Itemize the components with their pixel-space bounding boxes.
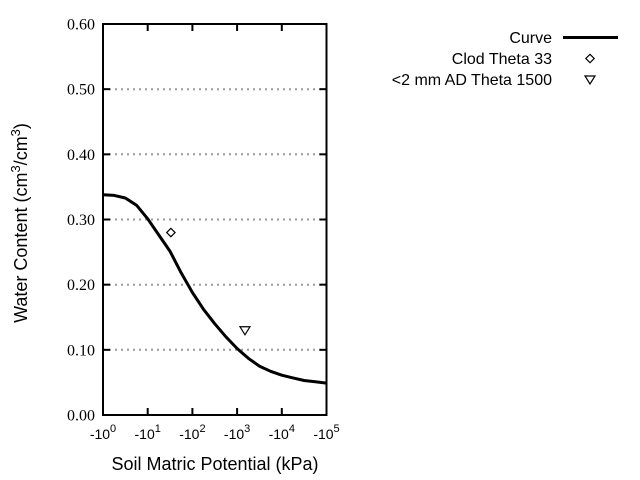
legend-label: Curve — [509, 30, 552, 47]
y-tick-label: 0.30 — [67, 212, 95, 229]
y-axis-title: Water Content (cm3/cm3) — [8, 123, 31, 323]
curve-line — [102, 193, 327, 385]
x-tick-label: -100 — [90, 423, 116, 442]
y-tick-label: 0.60 — [67, 17, 95, 34]
x-axis-title: Soil Matric Potential (kPa) — [111, 454, 318, 474]
x-tick-label: -102 — [179, 423, 205, 442]
x-tick-label: -104 — [269, 423, 295, 442]
y-tick-label: 0.40 — [67, 147, 95, 164]
y-tick-label: 0.00 — [67, 408, 95, 425]
legend-label: <2 mm AD Theta 1500 — [392, 72, 552, 89]
x-tick-label: -103 — [224, 423, 250, 442]
clod-theta33-diamond-marker — [165, 227, 176, 238]
legend-diamond-icon — [584, 53, 596, 64]
y-tick-label: 0.50 — [67, 82, 95, 99]
x-tick-label: -101 — [135, 423, 161, 442]
y-tick-label: 0.20 — [67, 277, 95, 294]
ad-theta1500-triangle-marker — [238, 326, 252, 336]
legend-triangle-icon — [583, 75, 597, 86]
x-tick-label: -105 — [313, 423, 339, 442]
y-tick-label: 0.10 — [67, 342, 95, 359]
plot-border — [102, 23, 328, 416]
legend-label: Clod Theta 33 — [452, 51, 552, 68]
